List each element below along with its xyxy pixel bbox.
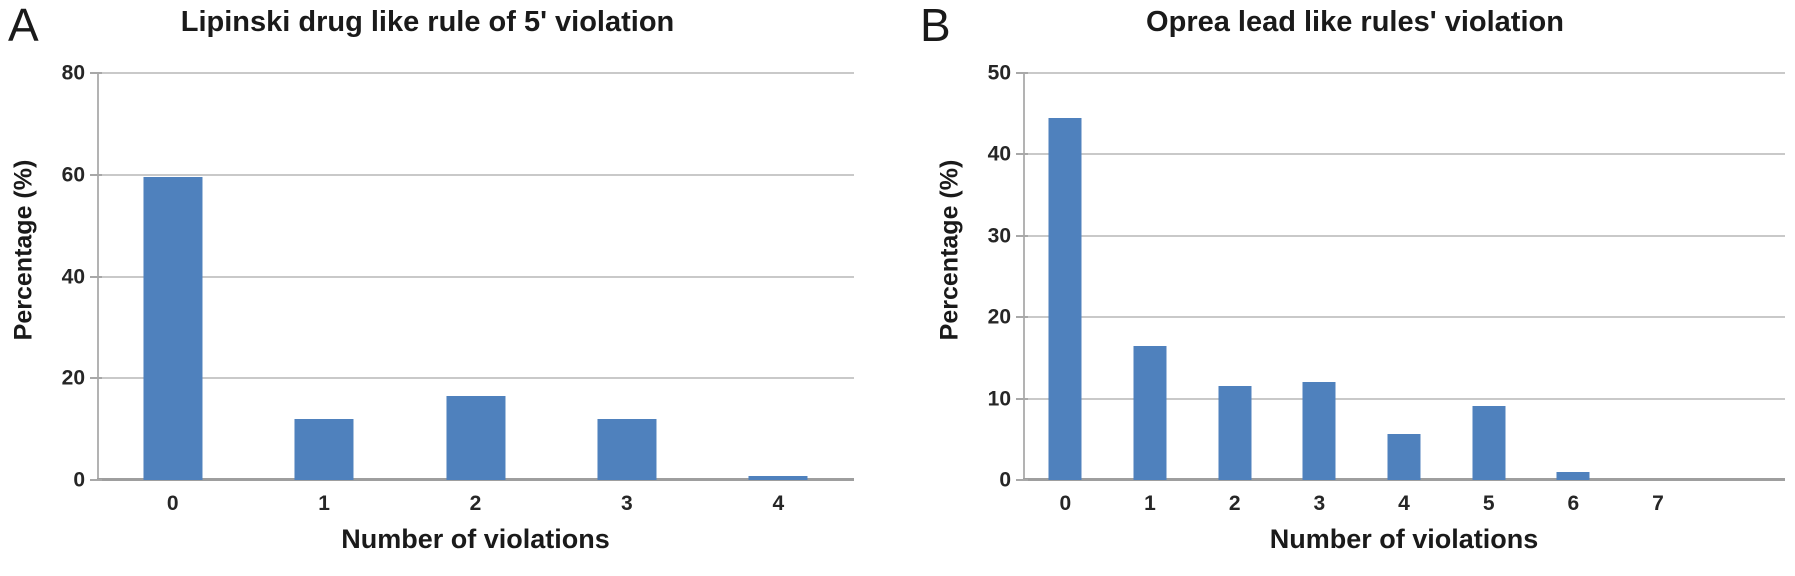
x-axis-title-a: Number of violations	[341, 524, 610, 554]
y-tick-mark-40	[90, 275, 102, 278]
x-axis-title-b: Number of violations	[1269, 524, 1539, 554]
y-tick-label-30: 30	[987, 224, 1011, 248]
y-tick-mark-60	[90, 173, 102, 176]
y-tick-mark-10	[1016, 397, 1028, 400]
bar-2	[1218, 386, 1252, 480]
bar-1	[294, 418, 354, 480]
y-tick-mark-0	[1016, 479, 1028, 481]
y-tick-label-40: 40	[61, 265, 85, 288]
y-tick-mark-20	[1016, 316, 1028, 319]
x-tick-label-5: 5	[1482, 492, 1495, 515]
gridline-10	[1023, 397, 1785, 400]
x-tick-label-7: 7	[1652, 492, 1664, 515]
gridline-50	[1023, 72, 1785, 74]
x-tick-label-3: 3	[621, 492, 633, 515]
y-tick-label-40: 40	[987, 142, 1011, 166]
bar-4	[1387, 433, 1421, 480]
y-tick-label-80: 80	[61, 61, 85, 85]
x-tick-label-3: 3	[1313, 492, 1326, 515]
y-tick-mark-20	[90, 377, 102, 380]
gridline-60	[97, 173, 854, 176]
y-tick-mark-40	[1016, 153, 1028, 156]
bar-5	[1472, 405, 1506, 480]
bar-0	[143, 177, 203, 480]
y-tick-mark-30	[1016, 234, 1028, 237]
plot-area-a: 0 20 40 60 80 0 1 2 3 4	[62, 63, 854, 514]
y-tick-label-60: 60	[61, 163, 85, 187]
bar-2	[445, 396, 506, 480]
y-tick-mark-80	[90, 72, 102, 74]
gridline-80	[97, 72, 854, 74]
y-tick-label-0: 0	[999, 468, 1011, 492]
y-axis-title-b: Percentage (%)	[935, 159, 964, 341]
x-tick-label-1: 1	[1144, 492, 1156, 515]
x-tick-label-6: 6	[1567, 492, 1580, 515]
bar-3	[597, 418, 657, 480]
gridline-30	[1023, 234, 1785, 237]
bar-3	[1302, 382, 1336, 480]
bar-1	[1133, 345, 1167, 480]
bar-4	[748, 476, 808, 480]
panel-label-a: A	[8, 0, 39, 51]
chart-title-a: Lipinski drug like rule of 5' violation	[180, 6, 675, 38]
gridline-40	[97, 275, 854, 278]
y-tick-label-50: 50	[987, 61, 1011, 85]
y-axis-line-b	[1023, 73, 1025, 480]
panel-label-b: B	[920, 0, 951, 51]
y-tick-mark-0	[90, 479, 102, 481]
x-tick-label-0: 0	[1059, 492, 1072, 515]
y-tick-label-0: 0	[73, 468, 85, 492]
x-tick-label-4: 4	[772, 492, 785, 515]
bar-0	[1048, 117, 1082, 480]
y-axis-title-a: Percentage (%)	[9, 159, 38, 341]
bar-6	[1556, 471, 1590, 480]
plot-area-b: 0 10 20 30 40 50 0 1 2 3 4 5 6 7	[988, 63, 1785, 514]
y-tick-label-10: 10	[987, 387, 1011, 411]
chart-title-b: Oprea lead like rules' violation	[1146, 6, 1564, 38]
x-tick-label-0: 0	[166, 492, 179, 515]
x-tick-label-4: 4	[1398, 492, 1410, 515]
gridline-40	[1023, 153, 1785, 156]
y-tick-mark-50	[1016, 72, 1028, 74]
x-tick-label-1: 1	[318, 492, 330, 515]
x-tick-label-2: 2	[469, 492, 482, 515]
y-tick-label-20: 20	[987, 305, 1011, 329]
gridline-20	[1023, 316, 1785, 319]
y-tick-label-20: 20	[61, 366, 85, 390]
x-tick-label-2: 2	[1228, 492, 1241, 515]
gridline-20	[97, 377, 854, 380]
